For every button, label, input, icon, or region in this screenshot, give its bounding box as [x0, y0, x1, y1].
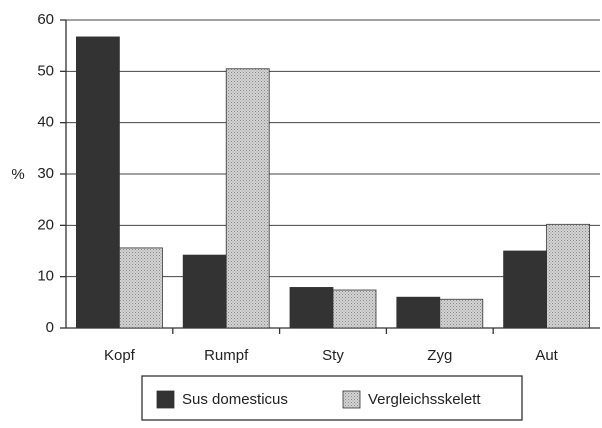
- bar: [119, 247, 163, 329]
- x-tick-label: Kopf: [104, 347, 136, 364]
- x-tick-label: Aut: [535, 347, 558, 364]
- bar: [76, 36, 120, 329]
- bar: [332, 289, 377, 329]
- y-axis-label: %: [11, 166, 24, 183]
- legend-swatch: [342, 390, 361, 409]
- x-tick-label: Rumpf: [204, 347, 249, 364]
- y-tick-label: 10: [37, 268, 54, 285]
- bar: [439, 298, 484, 329]
- bar: [225, 68, 270, 329]
- legend-box: [141, 375, 523, 421]
- y-tick-label: 50: [37, 62, 54, 79]
- y-tick-label: 60: [37, 11, 54, 28]
- legend-label: Sus domesticus: [182, 391, 288, 408]
- bar: [503, 250, 548, 329]
- bar: [546, 223, 590, 329]
- legend-swatch: [156, 390, 175, 409]
- bar: [182, 254, 227, 329]
- y-tick-label: 40: [37, 114, 54, 131]
- y-tick-label: 30: [37, 165, 54, 182]
- legend-label: Vergleichsskelett: [368, 391, 481, 408]
- y-tick-label: 0: [46, 319, 54, 336]
- x-tick-label: Sty: [322, 347, 344, 364]
- x-tick-label: Zyg: [427, 347, 452, 364]
- bar: [396, 296, 441, 329]
- bar: [289, 287, 334, 329]
- y-tick-label: 20: [37, 216, 54, 233]
